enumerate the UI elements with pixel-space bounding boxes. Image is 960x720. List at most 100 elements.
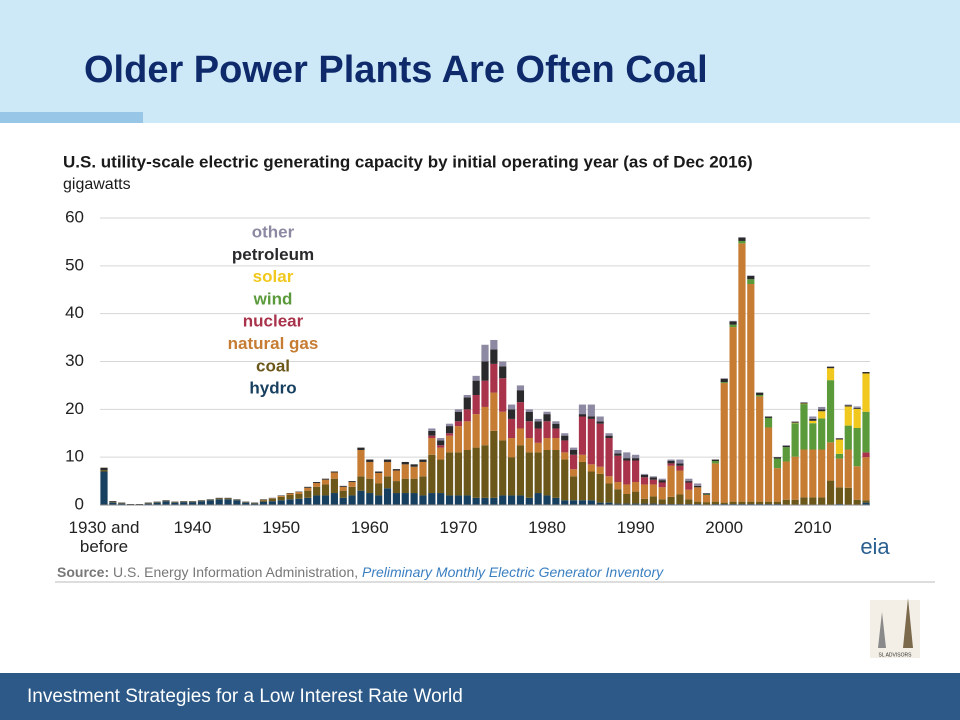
bar-segment bbox=[313, 486, 321, 496]
bar-segment bbox=[481, 406, 489, 446]
bar-segment bbox=[543, 411, 551, 415]
bar-segment bbox=[552, 428, 560, 439]
bar-segment bbox=[454, 421, 463, 427]
bar-segment bbox=[747, 275, 755, 280]
bar-segment bbox=[578, 404, 587, 415]
bar-segment bbox=[100, 467, 108, 471]
bar-segment bbox=[490, 339, 498, 350]
bar-segment bbox=[215, 499, 223, 505]
bar-segment bbox=[330, 472, 338, 479]
bar-segment bbox=[640, 474, 649, 478]
bar-segment bbox=[711, 463, 719, 502]
bar-segment bbox=[516, 402, 525, 429]
bar-segment bbox=[534, 493, 542, 505]
bar-segment bbox=[100, 470, 108, 472]
bar-segment bbox=[428, 428, 436, 431]
bar-segment bbox=[826, 480, 835, 505]
bar-segment bbox=[490, 363, 498, 393]
bar-segment bbox=[578, 414, 587, 417]
bar-segment bbox=[543, 449, 551, 496]
bar-segment bbox=[552, 497, 560, 505]
bar-segment bbox=[596, 416, 604, 422]
bar-segment bbox=[561, 500, 569, 505]
bar-segment bbox=[791, 423, 799, 457]
bar-segment bbox=[552, 438, 560, 450]
bar-segment bbox=[348, 482, 356, 487]
bar-segment bbox=[818, 406, 826, 410]
bar-segment bbox=[499, 366, 507, 379]
bar-segment bbox=[392, 481, 400, 494]
bar-segment bbox=[835, 487, 844, 505]
bar-segment bbox=[454, 426, 463, 453]
bar-segment bbox=[605, 483, 613, 503]
bar-segment bbox=[570, 469, 578, 477]
bar-segment bbox=[251, 503, 259, 505]
bar-segment bbox=[321, 484, 330, 496]
bar-segment bbox=[632, 491, 640, 504]
bar-segment bbox=[499, 440, 507, 496]
bar-segment bbox=[507, 457, 516, 496]
bar-segment bbox=[587, 418, 595, 465]
bar-segment bbox=[392, 469, 400, 471]
bar-segment bbox=[543, 421, 551, 439]
bar-segment bbox=[862, 457, 870, 501]
bar-segment bbox=[667, 463, 675, 466]
bar-segment bbox=[702, 502, 711, 505]
bar-segment bbox=[481, 361, 489, 381]
x-tick-label: 1990 bbox=[616, 518, 655, 537]
bar-segment bbox=[383, 488, 392, 505]
bar-segment bbox=[321, 495, 330, 505]
bar-segment bbox=[809, 449, 817, 498]
bar-segment bbox=[614, 503, 622, 505]
bar-segment bbox=[729, 501, 737, 505]
bar-segment bbox=[632, 454, 640, 459]
bar-segment bbox=[685, 482, 693, 490]
bar-segment bbox=[490, 392, 498, 431]
bar-segment bbox=[667, 465, 675, 497]
bar-segment bbox=[596, 423, 604, 467]
bar-segment bbox=[472, 447, 480, 498]
bar-segment bbox=[534, 418, 542, 422]
bar-segment bbox=[534, 428, 542, 443]
x-tick-label: 1950 bbox=[262, 518, 301, 537]
bar-segment bbox=[543, 495, 551, 505]
bar-segment bbox=[800, 402, 808, 404]
bar-segment bbox=[862, 372, 870, 374]
bar-segment bbox=[366, 459, 374, 462]
legend-label: solar bbox=[253, 267, 294, 286]
bar-segment bbox=[640, 484, 649, 499]
legend-label: nuclear bbox=[243, 312, 304, 331]
bar-segment bbox=[561, 440, 569, 453]
bar-segment bbox=[826, 368, 835, 381]
bar-segment bbox=[313, 495, 321, 505]
bar-segment bbox=[623, 503, 631, 505]
source-text: U.S. Energy Information Administration, bbox=[113, 564, 358, 580]
bar-segment bbox=[366, 461, 374, 479]
bar-segment bbox=[472, 497, 480, 505]
bar-segment bbox=[826, 380, 835, 443]
bar-segment bbox=[507, 409, 516, 419]
bar-segment bbox=[410, 493, 418, 505]
bar-segment bbox=[720, 378, 728, 383]
bar-segment bbox=[738, 243, 746, 502]
bar-segment bbox=[658, 482, 666, 488]
bar-segment bbox=[561, 435, 569, 441]
bar-segment bbox=[206, 500, 214, 505]
bar-segment bbox=[685, 489, 693, 500]
source-link: Preliminary Monthly Electric Generator I… bbox=[362, 564, 664, 580]
bar-segment bbox=[313, 482, 321, 487]
bar-segment bbox=[383, 459, 392, 462]
bar-segment bbox=[596, 421, 604, 424]
bar-segment bbox=[215, 498, 223, 500]
bar-segment bbox=[756, 501, 764, 505]
bar-segment bbox=[410, 466, 418, 479]
bar-segment bbox=[330, 493, 338, 505]
bar-segment bbox=[410, 478, 418, 494]
bar-segment bbox=[702, 493, 711, 495]
bar-segment bbox=[791, 499, 799, 505]
bar-segment bbox=[764, 417, 773, 428]
bar-segment bbox=[525, 421, 533, 439]
bar-segment bbox=[481, 445, 489, 498]
bar-segment bbox=[472, 380, 480, 395]
